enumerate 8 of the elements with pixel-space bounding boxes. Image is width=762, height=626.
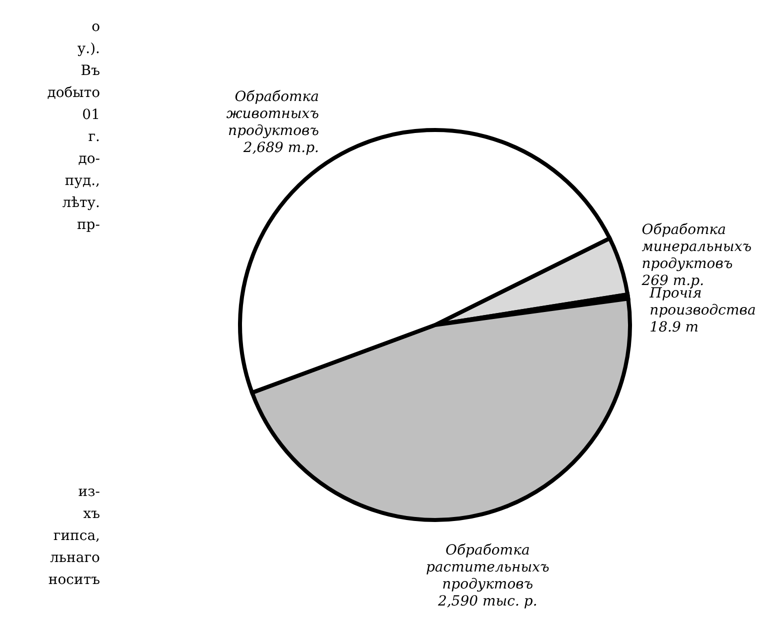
- data-label: 18.9 т: [650, 319, 699, 336]
- data-label: 2,590 тыс. р.: [436, 594, 538, 610]
- slice-label: Обработка растительныхъ продуктовъ: [426, 542, 550, 593]
- slice-label: Обработка минеральныхъ продуктовъ: [642, 222, 752, 272]
- slice-label: Обработка животныхъ продуктовъ: [226, 88, 319, 139]
- data-label: 2,689 т.р.: [242, 140, 319, 156]
- text: из- хъ гипса, льнаго носитъ: [48, 484, 100, 588]
- text: о у.). Въ добыто 01 г. до- пуд., лѣту. пр-: [47, 19, 100, 233]
